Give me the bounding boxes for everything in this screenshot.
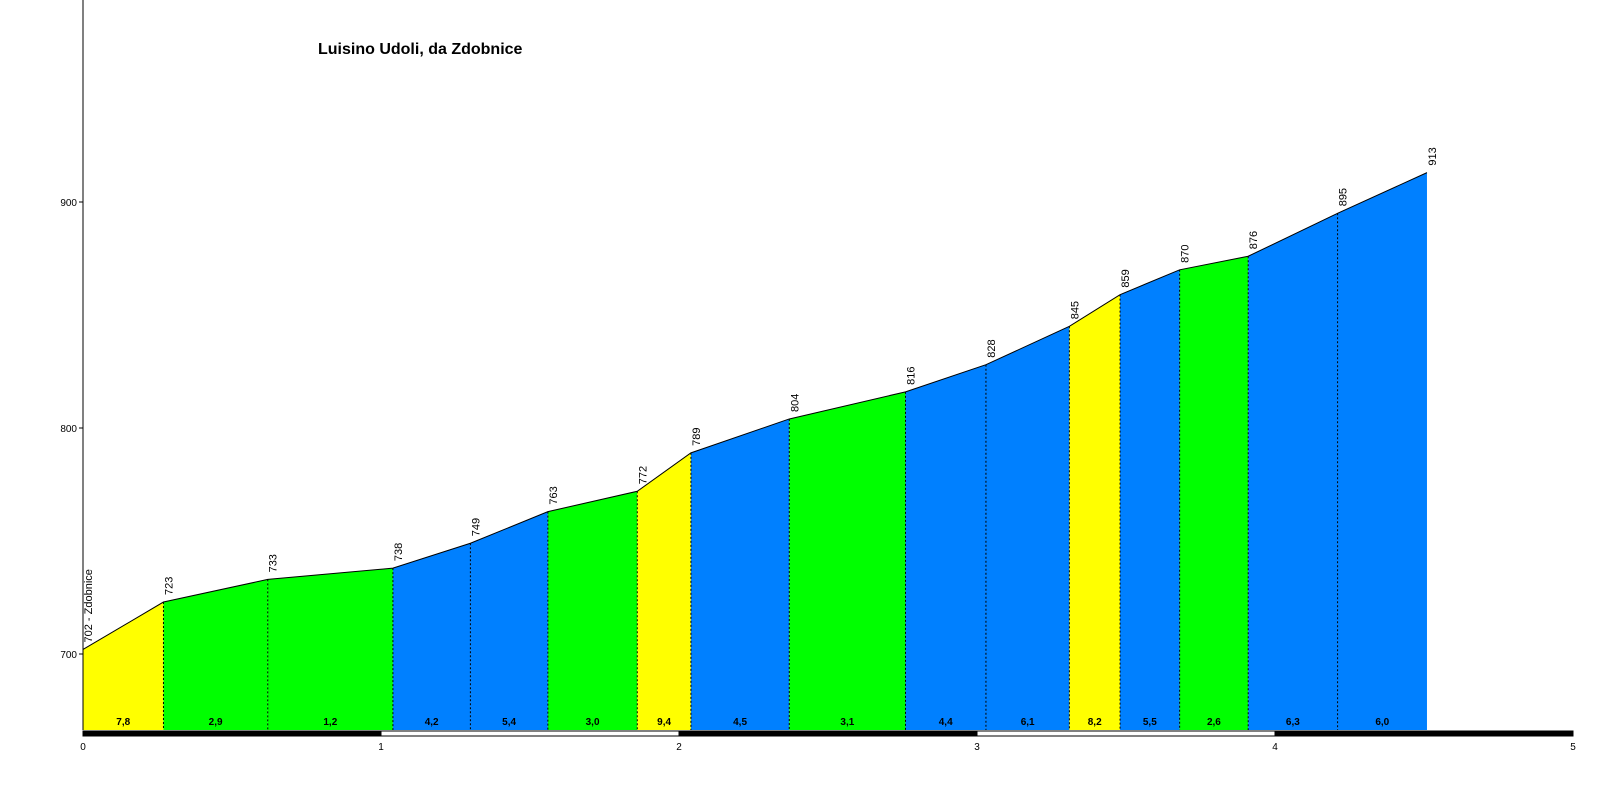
grade-label: 2,6: [1207, 717, 1221, 728]
grade-label: 3,1: [840, 717, 854, 728]
profile-segment: [547, 491, 638, 730]
y-axis-ticks: 700 800 900: [60, 198, 83, 661]
elevation-label: 733: [268, 554, 280, 572]
elevation-label: 845: [1069, 301, 1081, 319]
profile-segment: [392, 543, 471, 730]
profile-outline: [82, 172, 1428, 650]
profile-segments: [83, 172, 1427, 731]
elevation-label: 789: [691, 428, 703, 446]
distance-bar-segment: [976, 730, 1276, 737]
elevation-label: 870: [1180, 244, 1192, 262]
profile-segment: [163, 579, 268, 730]
elevation-label: 816: [905, 366, 917, 384]
elevation-label: 913: [1427, 147, 1439, 165]
grade-label: 5,4: [502, 717, 516, 728]
grade-label: 1,2: [323, 717, 337, 728]
elevation-label: 859: [1120, 269, 1132, 287]
segment-dividers: [162, 213, 1339, 730]
grade-label: 3,0: [586, 717, 600, 728]
grade-label: 6,3: [1286, 717, 1300, 728]
elevation-label: 804: [789, 394, 801, 412]
x-tick-label: 0: [80, 742, 86, 753]
elevation-label: 738: [393, 543, 405, 561]
grade-label: 9,4: [657, 717, 671, 728]
grade-labels: 7,8 2,9 1,2 4,2 5,4 3,0 9,4 4,5 3,1 4,4 6,1 8,2 5,5 2…: [116, 717, 1389, 728]
profile-segment: [637, 452, 691, 730]
grade-label: 4,2: [425, 717, 439, 728]
x-axis-ticks: 0 1 2 3 4 5: [80, 742, 1576, 753]
profile-segment: [789, 391, 906, 730]
profile-segment: [470, 511, 548, 730]
y-tick-label: 900: [60, 198, 77, 209]
x-tick-label: 1: [378, 742, 384, 753]
elevation-label: 895: [1338, 188, 1350, 206]
profile-segment: [267, 568, 393, 730]
elevation-label: 749: [470, 518, 482, 536]
profile-segment: [1120, 269, 1180, 730]
profile-segment: [690, 418, 790, 730]
distance-bar-segment: [380, 730, 680, 737]
x-tick-label: 4: [1272, 742, 1278, 753]
x-tick-label: 3: [974, 742, 980, 753]
x-tick-label: 5: [1570, 742, 1576, 753]
profile-segment: [1069, 294, 1121, 730]
grade-label: 7,8: [116, 717, 130, 728]
grade-label: 6,1: [1021, 717, 1035, 728]
chart-title: Luisino Udoli, da Zdobnice: [318, 41, 523, 58]
y-tick-label: 700: [60, 650, 77, 661]
grade-label: 4,4: [939, 717, 953, 728]
distance-bar-segment: [82, 730, 382, 737]
distance-bar-segment: [1274, 730, 1574, 737]
elevation-label: 723: [163, 577, 175, 595]
grade-label: 6,0: [1375, 717, 1389, 728]
y-tick-label: 800: [60, 424, 77, 435]
elevation-label: 702 - Zdobnice: [83, 569, 95, 642]
grade-label: 4,5: [733, 717, 747, 728]
profile-segment: [1248, 213, 1338, 731]
profile-segment: [1179, 256, 1249, 730]
elevation-label: 772: [637, 466, 649, 484]
profile-segment: [1337, 172, 1427, 730]
elevation-label: 763: [548, 486, 560, 504]
distance-bar-segment: [678, 730, 978, 737]
profile-segment: [985, 326, 1070, 730]
elevation-label: 828: [986, 339, 998, 357]
grade-label: 5,5: [1143, 717, 1157, 728]
x-tick-label: 2: [676, 742, 682, 753]
grade-label: 2,9: [209, 717, 223, 728]
grade-label: 8,2: [1088, 717, 1102, 728]
elevation-labels: 702 - Zdobnice 723 733 738 749 763 772 789 804 81…: [83, 147, 1439, 642]
distance-bar: [82, 730, 1574, 737]
profile-segment: [905, 364, 986, 730]
profile-segment: [83, 602, 164, 730]
elevation-label: 876: [1248, 231, 1260, 249]
